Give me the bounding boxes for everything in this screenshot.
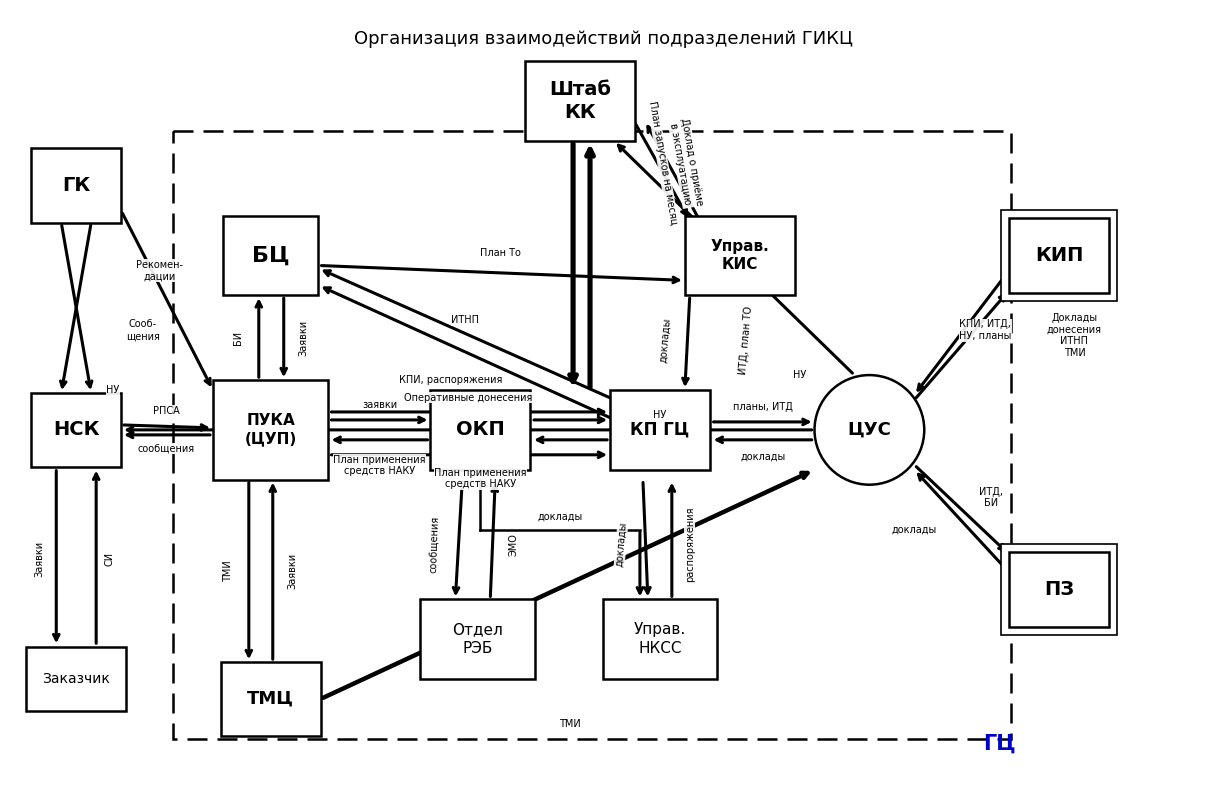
Text: РПСА: РПСА (152, 406, 179, 416)
Text: заявки: заявки (362, 400, 397, 410)
Text: Сооб-
щения: Сооб- щения (126, 319, 159, 341)
Bar (610, 390, 710, 470)
Text: КПИ, ИТД,
НУ, планы: КПИ, ИТД, НУ, планы (959, 319, 1011, 341)
Text: НСК: НСК (53, 420, 99, 439)
Text: ГЦ: ГЦ (983, 734, 1016, 754)
Text: ГК: ГК (62, 176, 91, 195)
Text: ОКП: ОКП (455, 420, 505, 439)
Bar (223, 216, 318, 295)
Text: ПУКА
(ЦУП): ПУКА (ЦУП) (245, 413, 297, 447)
Text: План применения
средств НАКУ: План применения средств НАКУ (333, 455, 425, 476)
Text: БЦ: БЦ (252, 245, 290, 266)
Text: доклады: доклады (658, 318, 672, 363)
Text: ИТД, план ТО: ИТД, план ТО (738, 306, 754, 375)
Text: Заявки: Заявки (298, 320, 309, 357)
Bar (214, 380, 329, 480)
Text: Рекомен-
дации: Рекомен- дации (137, 259, 184, 281)
Text: НУ: НУ (654, 410, 667, 420)
Text: СИ: СИ (104, 552, 114, 567)
Text: Штаб
КК: Штаб КК (550, 80, 611, 123)
Text: КИП: КИП (1035, 246, 1084, 265)
Text: Отдел
РЭБ: Отдел РЭБ (452, 622, 503, 656)
Text: Заявки: Заявки (288, 553, 297, 590)
Text: ЭМО: ЭМО (509, 533, 518, 556)
Text: Доклады
донесения
ИТНП
ТМИ: Доклады донесения ИТНП ТМИ (1047, 313, 1102, 357)
Bar (221, 661, 320, 736)
Bar (603, 599, 718, 679)
Text: доклады: доклады (614, 521, 628, 568)
Text: БИ: БИ (233, 331, 243, 345)
Text: НУ: НУ (106, 385, 120, 395)
Text: ТМИ: ТМИ (222, 560, 233, 582)
Text: Доклад о приёме
в эксплуатацию: Доклад о приёме в эксплуатацию (668, 117, 704, 209)
Bar (525, 61, 635, 141)
Text: ТМИ: ТМИ (559, 719, 581, 729)
Bar (173, 131, 1011, 739)
Text: ИТД,
БИ: ИТД, БИ (980, 487, 1003, 509)
Text: Управ.
НКСС: Управ. НКСС (634, 622, 686, 656)
Bar (1001, 544, 1117, 634)
Text: План запусков на месяц: План запусков на месяц (647, 100, 679, 225)
Text: План применения
средств НАКУ: План применения средств НАКУ (434, 468, 527, 490)
Text: ТМЦ: ТМЦ (248, 690, 295, 708)
Text: КП ГЦ: КП ГЦ (631, 421, 690, 439)
Bar (1009, 552, 1109, 626)
Text: ИТНП: ИТНП (452, 315, 480, 326)
Text: НУ: НУ (792, 370, 806, 380)
Text: Организация взаимодействий подразделений ГИКЦ: Организация взаимодействий подразделений… (354, 30, 854, 49)
Text: Управ.
КИС: Управ. КИС (710, 239, 769, 272)
Circle shape (814, 375, 924, 485)
Bar (31, 148, 121, 223)
Text: сообщения: сообщения (138, 444, 194, 454)
Bar (685, 216, 795, 295)
Text: доклады: доклады (538, 512, 582, 521)
Text: доклады: доклады (892, 525, 937, 535)
Text: планы, ИТД: планы, ИТД (733, 402, 792, 412)
Text: доклады: доклады (741, 452, 785, 462)
Bar (420, 599, 535, 679)
Text: Заявки: Заявки (34, 541, 45, 577)
Bar (27, 646, 126, 712)
Text: Заказчик: Заказчик (42, 672, 110, 686)
Text: ПЗ: ПЗ (1044, 579, 1074, 599)
Bar (1001, 210, 1117, 301)
Bar (1009, 218, 1109, 293)
Bar (430, 390, 530, 470)
Text: сообщения: сообщения (429, 516, 441, 573)
Bar (31, 392, 121, 467)
Text: План То: План То (480, 248, 521, 259)
Text: Оперативные донесения: Оперативные донесения (405, 393, 533, 403)
Text: распоряжения: распоряжения (685, 507, 695, 582)
Text: ЦУС: ЦУС (848, 421, 892, 439)
Text: КПИ, распоряжения: КПИ, распоряжения (399, 375, 503, 385)
